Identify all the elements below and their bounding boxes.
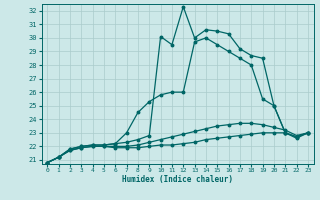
X-axis label: Humidex (Indice chaleur): Humidex (Indice chaleur)	[122, 175, 233, 184]
